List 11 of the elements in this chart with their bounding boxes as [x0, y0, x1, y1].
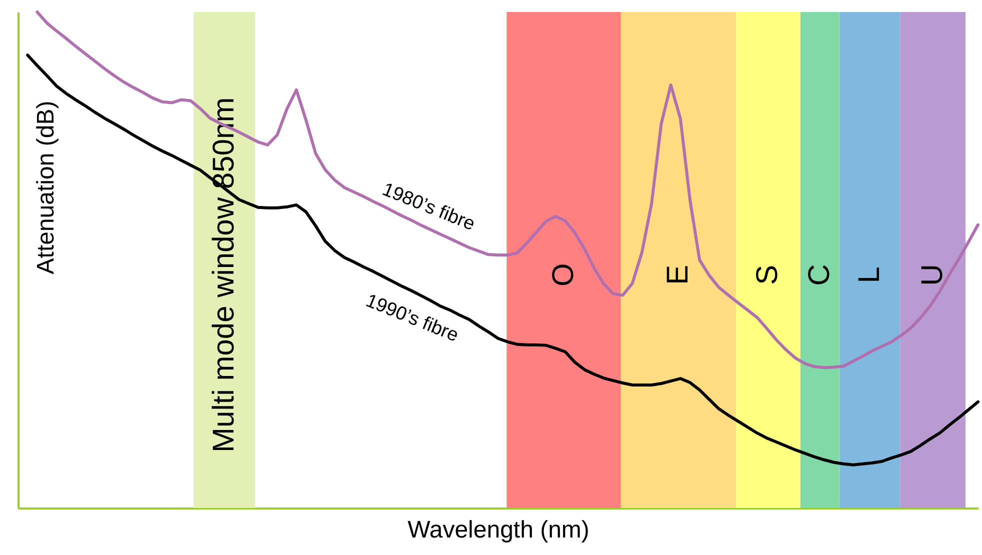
annotation: O: [546, 263, 580, 287]
annotation: Multi mode window 850nm: [207, 97, 240, 452]
text: 1980’s fibre: [379, 179, 478, 236]
x-axis-title: Wavelength (nm): [408, 516, 590, 544]
y-axis-title: Attenuation (dB): [32, 100, 60, 274]
text: 1990’s fibre: [362, 290, 462, 346]
annotation: S: [751, 264, 784, 285]
annotation: E: [661, 264, 694, 285]
annotation: U: [916, 264, 949, 286]
annotation: L: [853, 266, 886, 284]
annotation: C: [803, 264, 836, 286]
